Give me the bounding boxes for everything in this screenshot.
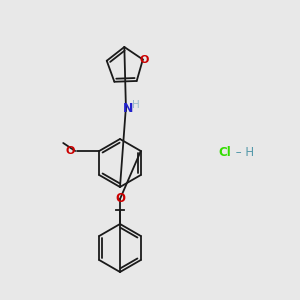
Text: H: H: [132, 100, 140, 110]
Text: O: O: [115, 191, 125, 205]
Text: – H: – H: [232, 146, 254, 158]
Text: O: O: [139, 55, 148, 64]
Text: O: O: [66, 146, 75, 156]
Text: N: N: [123, 101, 133, 115]
Text: Cl: Cl: [218, 146, 231, 158]
